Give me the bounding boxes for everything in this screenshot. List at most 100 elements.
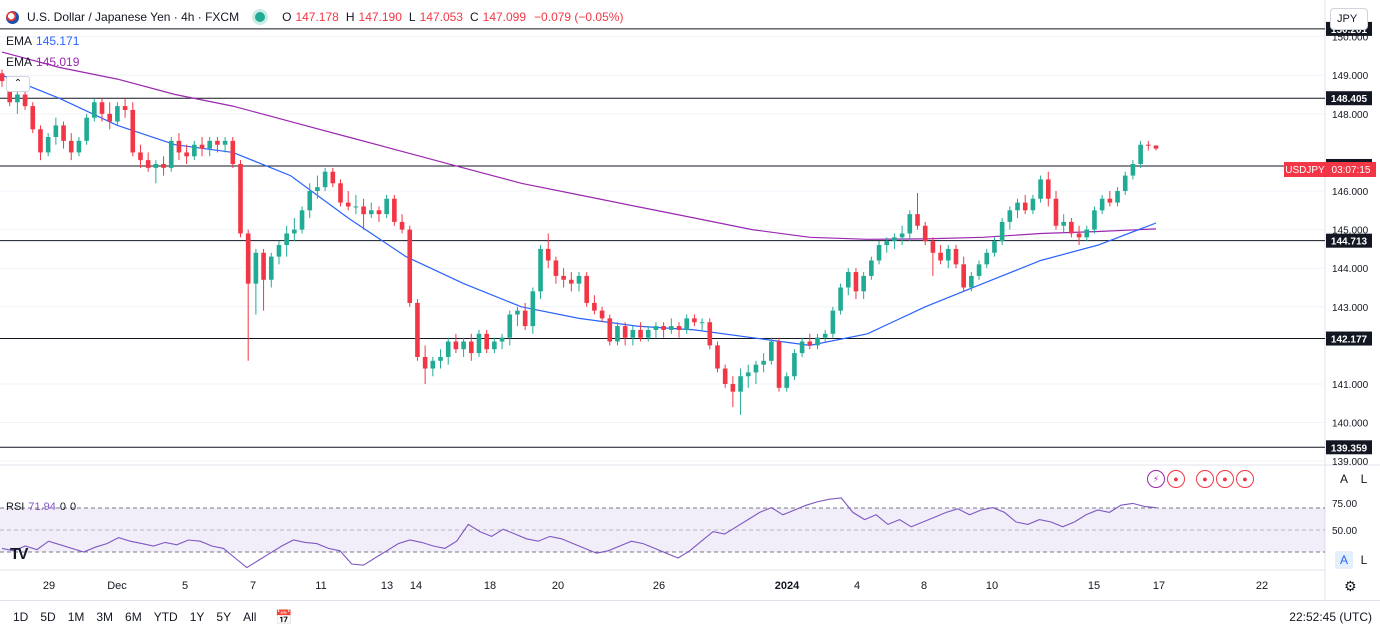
candle-body xyxy=(576,275,582,284)
rsi-auto-scale-button[interactable]: A xyxy=(1335,551,1353,569)
ema-slow-line xyxy=(1,51,1157,240)
candle-body xyxy=(222,140,228,145)
candle-body xyxy=(345,202,351,207)
candle-body xyxy=(484,333,489,350)
symbol-legend[interactable]: U.S. Dollar / Japanese Yen · 4h · FXCM O… xyxy=(6,10,623,24)
candle-body xyxy=(753,364,759,373)
market-open-icon xyxy=(255,12,266,22)
candle-body xyxy=(669,326,674,330)
ema-slow-legend[interactable]: EMA 145.019 xyxy=(6,55,79,69)
candle-body xyxy=(438,356,443,361)
candle-body xyxy=(1022,202,1028,211)
range-all[interactable]: All xyxy=(243,610,257,624)
log-scale-button[interactable]: L xyxy=(1360,472,1368,486)
candle-body xyxy=(492,341,497,350)
candle-body xyxy=(15,94,20,103)
economic-event-icon[interactable]: ● xyxy=(1196,470,1214,488)
economic-event-icon[interactable]: ● xyxy=(1236,470,1254,488)
candle-body xyxy=(876,245,882,261)
rsi-legend[interactable]: RSI 71.94 0 0 xyxy=(6,501,76,513)
chart-canvas[interactable]: 150.000 149.000 148.000 146.000 145.000 144.0… xyxy=(0,0,1380,600)
candle-body xyxy=(1053,198,1059,226)
dividend-event-icon[interactable]: ⚡ xyxy=(1147,470,1165,488)
collapse-legend-button[interactable]: ⌃ xyxy=(6,76,30,92)
rsi-log-scale-button[interactable]: L xyxy=(1360,553,1368,567)
rsi-value: 71.94 xyxy=(28,501,56,513)
candle-body xyxy=(68,140,74,153)
candle-body xyxy=(807,341,813,346)
candle-body xyxy=(961,264,966,288)
chevron-up-icon: ⌃ xyxy=(13,78,23,89)
economic-event-icon[interactable]: ● xyxy=(1216,470,1234,488)
candle-body xyxy=(861,275,866,292)
candle-body xyxy=(938,252,943,261)
candle-body xyxy=(476,333,482,354)
candle-body xyxy=(715,345,720,369)
level-tag-label: 142.177 xyxy=(1331,335,1368,346)
auto-scale-button[interactable]: A xyxy=(1339,472,1348,486)
x-tick-label: 5 xyxy=(182,580,188,592)
x-tick-label: 18 xyxy=(484,580,496,592)
candle-body xyxy=(653,326,659,330)
candle-body xyxy=(1061,221,1066,226)
range-5y[interactable]: 5Y xyxy=(216,610,232,624)
high-value: 147.190 xyxy=(358,10,402,24)
rsi-extra-2: 0 xyxy=(70,501,77,513)
candle-body xyxy=(130,109,136,153)
calendar-icon[interactable]: 📅 xyxy=(275,608,293,625)
x-tick-label: 14 xyxy=(410,580,422,592)
candle-body xyxy=(299,210,305,230)
candle-body xyxy=(645,329,651,338)
candle-body xyxy=(638,329,643,338)
candle-body xyxy=(1122,175,1128,192)
candle-body xyxy=(338,183,343,203)
low-label: L xyxy=(408,10,416,24)
level-tag-bg xyxy=(1326,331,1372,346)
range-1m[interactable]: 1M xyxy=(67,610,85,624)
symbol-title[interactable]: U.S. Dollar / Japanese Yen · 4h · FXCM xyxy=(27,10,240,24)
candle-body xyxy=(61,125,66,141)
x-tick-label: 10 xyxy=(986,580,998,592)
bottom-toolbar: 1D 5D 1M 3M 6M YTD 1Y 5Y All 📅 22:52:45 … xyxy=(0,600,1380,633)
event-markers-2[interactable]: ● ● ● xyxy=(1196,470,1254,488)
x-tick-label: 4 xyxy=(854,580,860,592)
high-label: H xyxy=(345,10,355,24)
level-tag-bg xyxy=(1326,91,1372,106)
price-axis[interactable]: 150.000 149.000 148.000 146.000 145.000 144.0… xyxy=(1332,33,1369,468)
range-1d[interactable]: 1D xyxy=(13,610,29,624)
candle-body xyxy=(361,206,366,215)
clock[interactable]: 22:52:45 (UTC) xyxy=(1289,610,1372,624)
us-flag-icon xyxy=(6,10,19,24)
close-label: C xyxy=(469,10,479,24)
candle-body xyxy=(822,333,828,338)
candle-body xyxy=(1030,198,1036,211)
candle-body xyxy=(453,341,459,350)
candle-body xyxy=(1115,191,1120,203)
range-6m[interactable]: 6M xyxy=(125,610,142,624)
range-5d[interactable]: 5D xyxy=(40,610,56,624)
candle-body xyxy=(353,206,359,208)
candle-body xyxy=(115,106,120,122)
candle-body xyxy=(930,241,936,253)
candle-body xyxy=(684,318,690,330)
gear-icon[interactable]: ⚙ xyxy=(1344,578,1357,594)
y-tick-label: 139.000 xyxy=(1332,457,1369,468)
event-markers-1[interactable]: ⚡ ● xyxy=(1147,470,1185,488)
time-axis[interactable]: 29 Dec 5 7 11 13 14 18 20 26 2024 4 8 10 15 17 22 xyxy=(43,580,1268,592)
candle-body xyxy=(545,248,551,261)
candle-body xyxy=(376,210,382,215)
candle-body xyxy=(292,229,297,234)
price-pane-bg xyxy=(0,0,1325,465)
currency-button[interactable]: JPY xyxy=(1330,8,1368,30)
tradingview-logo[interactable]: TV xyxy=(10,546,29,563)
range-1y[interactable]: 1Y xyxy=(189,610,205,624)
ema-fast-legend[interactable]: EMA 145.171 xyxy=(6,34,79,48)
candle-body xyxy=(584,275,590,303)
rsi-label: RSI xyxy=(6,501,25,513)
economic-event-icon[interactable]: ● xyxy=(1167,470,1185,488)
candle-body xyxy=(1099,198,1105,211)
range-ytd[interactable]: YTD xyxy=(153,610,178,624)
rsi-level-75: 75.00 xyxy=(1332,499,1357,510)
ema-fast-value: 145.171 xyxy=(36,34,80,48)
range-3m[interactable]: 3M xyxy=(96,610,114,624)
